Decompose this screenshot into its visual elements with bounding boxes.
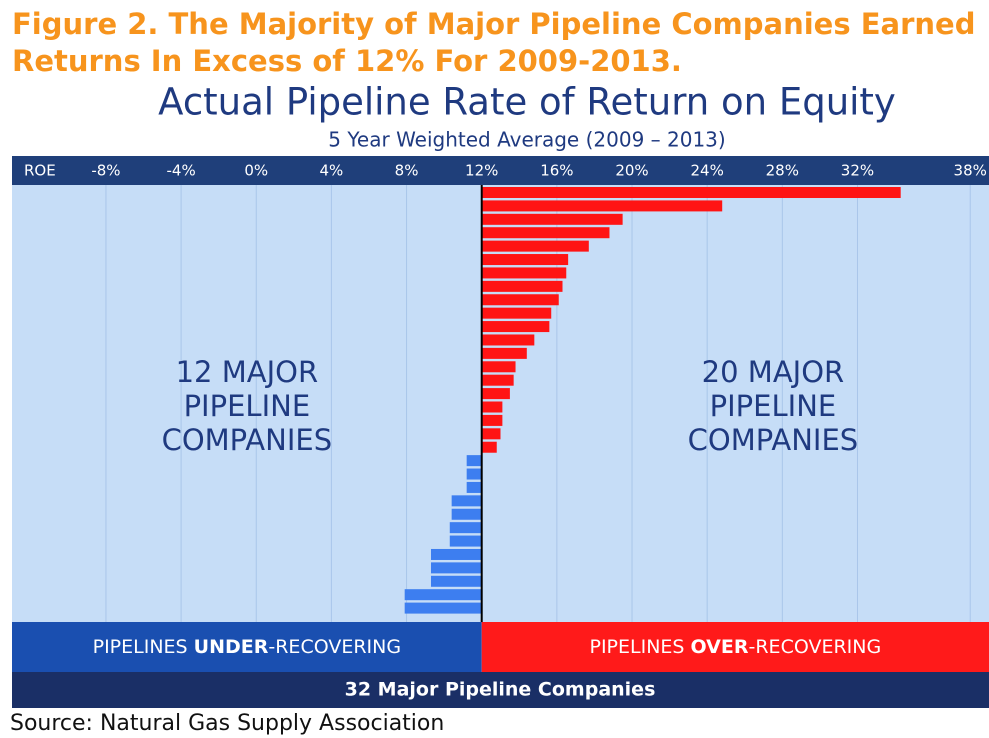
- bar: [430, 575, 482, 587]
- x-tick-label: 8%: [395, 162, 419, 180]
- bar: [481, 388, 510, 400]
- bar: [449, 535, 482, 547]
- annotation: COMPANIES: [688, 423, 859, 457]
- bar: [481, 321, 550, 333]
- footer-band: [12, 672, 989, 708]
- bar: [481, 428, 501, 440]
- chart-title: Actual Pipeline Rate of Return on Equity: [158, 81, 896, 124]
- bar: [481, 307, 552, 319]
- annotation: COMPANIES: [162, 423, 333, 457]
- bar: [481, 347, 527, 359]
- x-tick-label: 16%: [540, 162, 573, 180]
- bar: [481, 227, 610, 239]
- x-tick-label: -8%: [91, 162, 120, 180]
- bar: [481, 240, 589, 252]
- x-tick-label: 28%: [766, 162, 799, 180]
- band-label: PIPELINES OVER-RECOVERING: [590, 636, 882, 658]
- x-tick-label: -4%: [166, 162, 195, 180]
- x-tick-label: 4%: [320, 162, 344, 180]
- x-axis-label: ROE: [24, 162, 56, 180]
- bar: [466, 468, 482, 480]
- x-tick-label: 20%: [615, 162, 648, 180]
- bar: [466, 481, 482, 493]
- annotation: PIPELINE: [710, 389, 837, 423]
- bar: [481, 334, 535, 346]
- bar: [451, 508, 482, 520]
- bar: [404, 602, 482, 614]
- bar: [481, 200, 723, 212]
- bar: [481, 254, 569, 266]
- band-label-part: -RECOVERING: [749, 636, 882, 658]
- band-label-part: -RECOVERING: [268, 636, 401, 658]
- bar: [481, 213, 623, 225]
- band-label: PIPELINES UNDER-RECOVERING: [93, 636, 401, 658]
- chart-subtitle: 5 Year Weighted Average (2009 – 2013): [328, 128, 725, 152]
- bar: [481, 267, 567, 279]
- bar: [481, 294, 559, 306]
- caption-line: Figure 2. The Majority of Major Pipeline…: [12, 7, 975, 41]
- bar: [430, 548, 482, 560]
- band-label-part: PIPELINES: [590, 636, 691, 658]
- source: Source: Natural Gas Supply Association: [10, 711, 444, 736]
- bar: [481, 280, 563, 292]
- bottom-band: PIPELINES UNDER-RECOVERING PIPELINES OVER…: [12, 622, 989, 672]
- under-band: [12, 622, 482, 672]
- bar: [451, 495, 482, 507]
- band-label-part: OVER: [691, 636, 749, 658]
- bar: [404, 589, 482, 601]
- bar: [466, 455, 482, 467]
- annotation: 20 MAJOR: [702, 355, 845, 389]
- bar: [481, 374, 514, 386]
- annotation: 12 MAJOR: [176, 355, 319, 389]
- bar: [430, 562, 482, 574]
- x-tick-label: 12%: [465, 162, 498, 180]
- footer: 32 Major Pipeline Companies: [345, 679, 656, 701]
- bar: [481, 401, 503, 413]
- x-tick-label: 0%: [244, 162, 268, 180]
- bar: [481, 414, 503, 426]
- band-label-part: PIPELINES: [93, 636, 194, 658]
- caption-line: Returns In Excess of 12% For 2009-2013.: [12, 44, 682, 78]
- annotation: PIPELINE: [184, 389, 311, 423]
- x-tick-label: 38%: [954, 162, 987, 180]
- bar: [481, 187, 901, 199]
- bar: [481, 361, 516, 373]
- over-band: [481, 622, 989, 672]
- bar: [481, 441, 497, 453]
- bars: [404, 187, 901, 614]
- bar: [449, 522, 482, 534]
- x-tick-label: 32%: [841, 162, 874, 180]
- axis-header: [12, 156, 989, 185]
- band-label-part: UNDER: [194, 636, 269, 658]
- x-tick-label: 24%: [691, 162, 724, 180]
